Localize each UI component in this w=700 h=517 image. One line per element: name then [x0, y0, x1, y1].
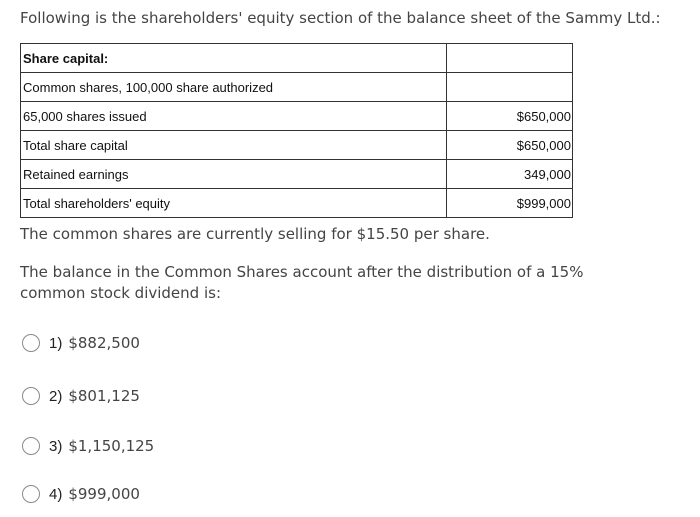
table-label-cell: Total share capital	[20, 130, 447, 160]
option-value: $999,000	[68, 485, 140, 503]
option-number: 3)	[49, 437, 63, 455]
table-label-cell: 65,000 shares issued	[20, 101, 447, 131]
table-row: Total shareholders' equity $999,000	[20, 188, 573, 218]
question-prompt: The balance in the Common Shares account…	[20, 263, 584, 302]
radio-button[interactable]	[22, 387, 40, 405]
option-value: $1,150,125	[68, 437, 155, 455]
table-amount-cell: $650,000	[446, 101, 573, 131]
answer-option-1[interactable]: 1) $882,500	[22, 334, 140, 352]
radio-button[interactable]	[22, 437, 40, 455]
table-row: Total share capital $650,000	[20, 130, 573, 160]
answer-option-2[interactable]: 2) $801,125	[22, 387, 140, 405]
table-label-cell: Common shares, 100,000 share authorized	[20, 72, 447, 102]
table-amount-cell	[446, 43, 573, 73]
table-label-cell: Total shareholders' equity	[20, 188, 447, 218]
equity-table: Share capital: Common shares, 100,000 sh…	[20, 43, 573, 218]
answer-option-4[interactable]: 4) $999,000	[22, 485, 140, 503]
table-row: Common shares, 100,000 share authorized	[20, 72, 573, 102]
answer-option-3[interactable]: 3) $1,150,125	[22, 437, 154, 455]
option-value: $801,125	[68, 387, 140, 405]
table-amount-cell: $999,000	[446, 188, 573, 218]
option-number: 2)	[49, 387, 63, 405]
question-intro: Following is the shareholders' equity se…	[20, 9, 661, 27]
table-amount-cell	[446, 72, 573, 102]
radio-button[interactable]	[22, 334, 40, 352]
table-row: Share capital:	[20, 43, 573, 73]
option-value: $882,500	[68, 334, 140, 352]
option-number: 4)	[49, 485, 63, 503]
table-label-cell: Retained earnings	[20, 159, 447, 189]
table-amount-cell: $650,000	[446, 130, 573, 160]
table-row: Retained earnings 349,000	[20, 159, 573, 189]
table-header-cell: Share capital:	[20, 43, 447, 73]
share-price-text: The common shares are currently selling …	[20, 225, 490, 243]
table-row: 65,000 shares issued $650,000	[20, 101, 573, 131]
option-number: 1)	[49, 334, 63, 352]
table-amount-cell: 349,000	[446, 159, 573, 189]
radio-button[interactable]	[22, 485, 40, 503]
